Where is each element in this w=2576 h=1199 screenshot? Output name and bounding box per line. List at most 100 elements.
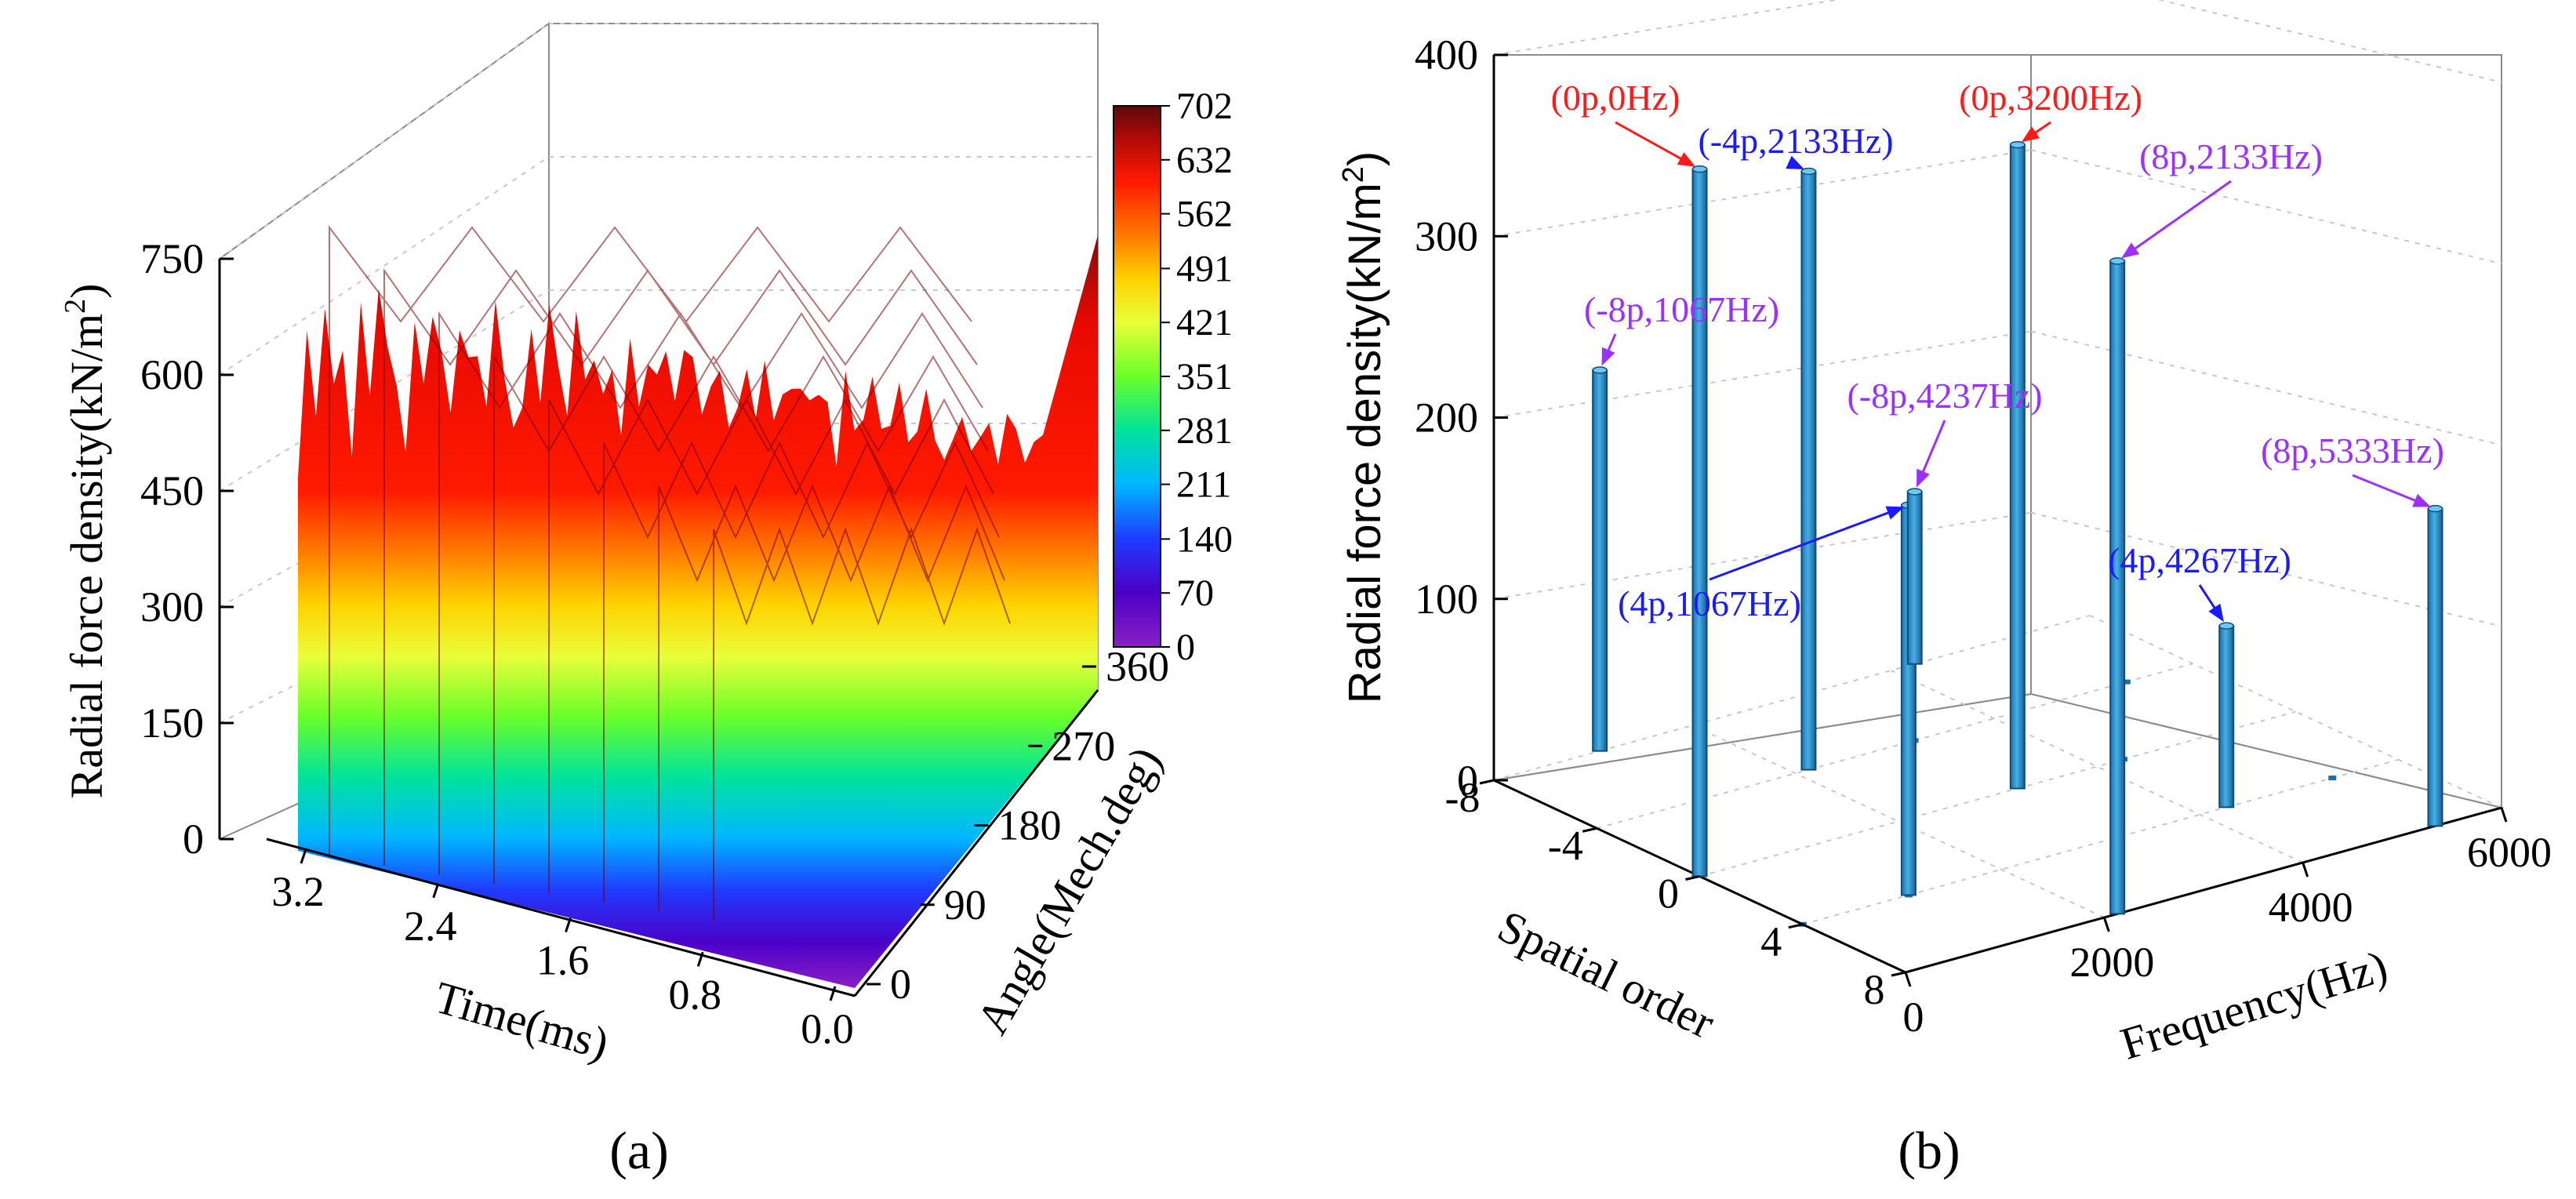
colorbar-tick-label: 281 <box>1176 410 1233 452</box>
bar-annotation-label: (-8p,4237Hz) <box>1847 376 2042 416</box>
time-tick-mark <box>829 986 837 1001</box>
bar-column <box>1906 491 1923 665</box>
colorbar-tick-label: 632 <box>1176 140 1233 181</box>
bar-cap <box>2427 504 2443 513</box>
colorbar-tick-label: 0 <box>1176 627 1195 668</box>
colorbar-tick-label: 211 <box>1176 464 1231 506</box>
bar-annotation-label: (0p,0Hz) <box>1551 78 1680 118</box>
colorbar-tick-label: 702 <box>1176 85 1233 127</box>
angle-tick-label: 360 <box>1106 643 1169 690</box>
annotation-arrow-head <box>2412 493 2431 507</box>
annotation-arrow-head <box>1601 347 1615 366</box>
gridline <box>2030 511 2502 627</box>
gridline <box>1493 511 2032 600</box>
spatial-order-tick-label: -4 <box>1548 822 1583 869</box>
panel-label-b: (b) <box>1898 1121 1960 1180</box>
colorbar-tick-label: 562 <box>1176 194 1233 235</box>
time-tick-label: 1.6 <box>536 937 590 984</box>
gridline <box>2030 149 2502 265</box>
z-tick-label: 200 <box>1415 394 1478 441</box>
bar-annotation-label: (-8p,1067Hz) <box>1584 289 1779 329</box>
spatial-order-tick-mark <box>1479 779 1495 785</box>
bar <box>1592 366 1608 752</box>
z-tick-label: 150 <box>140 699 204 747</box>
annotation-arrow-head <box>2121 242 2140 259</box>
angle-tick-labels: 0 90 180 270 360 <box>867 643 1169 1008</box>
spatial-order-tick-label: 0 <box>1658 870 1679 917</box>
bar <box>1691 165 1708 877</box>
angle-axis-line <box>853 689 1099 997</box>
bar-column <box>2109 260 2126 915</box>
frequency-tick-mark <box>2302 862 2309 877</box>
z-tick-label: 100 <box>1415 576 1478 623</box>
angle-tick-label: 0 <box>890 961 911 1008</box>
spatial-order-tick-label: -8 <box>1445 774 1481 821</box>
bar <box>2009 140 2026 790</box>
frequency-tick-label: 6000 <box>2467 829 2552 876</box>
bar-annotation-label: (-4p,2133Hz) <box>1698 121 1893 161</box>
bar <box>1906 488 1923 665</box>
bar-annotation-label: (0p,3200Hz) <box>1959 78 2142 118</box>
bar-chart-walls <box>1491 54 2505 974</box>
bar-chart-axes <box>1492 55 2502 974</box>
spatial-order-tick-label: 8 <box>1864 966 1885 1013</box>
floor-gridline <box>1691 725 2105 918</box>
colorbar-tick-label: 140 <box>1176 518 1233 560</box>
z-tick-label: 300 <box>140 583 204 630</box>
surface-ridge-lines <box>329 225 1011 922</box>
time-tick-label: 0.8 <box>669 971 722 1018</box>
bar <box>2109 257 2126 915</box>
colorbar-tick-label: 421 <box>1176 302 1233 343</box>
time-tick-label: 2.4 <box>404 903 457 950</box>
annotation-arrow-head <box>1677 152 1696 167</box>
bar-column <box>2009 144 2026 790</box>
time-axis-label: Time(ms) <box>429 972 614 1070</box>
z-tick-label: 0 <box>1457 757 1478 804</box>
annotation-arrow-line <box>1709 509 1895 581</box>
floor-marker <box>2328 776 2337 781</box>
frequency-tick-mark <box>2500 807 2508 823</box>
panel-label-a: (a) <box>609 1121 668 1180</box>
bar-chart-panel: (-8p,1067Hz) (0p,0Hz) (-4p,2133Hz) (4p,1067… <box>1337 0 2552 1180</box>
frequency-tick-mark <box>1904 972 1912 987</box>
gridline <box>1493 0 1841 56</box>
colorbar: 702 632 562 491 421 351 281 211 140 70 0 <box>1113 85 1233 668</box>
bar-annotation-label: (8p,5333Hz) <box>2261 431 2444 471</box>
colorbar-tick-label: 70 <box>1176 572 1214 614</box>
bar-column <box>1592 369 1608 752</box>
bar-annotation-label: (8p,2133Hz) <box>2139 136 2323 176</box>
z-tick-label: 400 <box>1415 31 1478 78</box>
frequency-tick-labels: 0 2000 4000 6000 <box>1903 807 2552 1041</box>
colorbar-tick-labels: 702 632 562 491 421 351 281 211 140 70 0 <box>1161 85 1233 668</box>
z-tick-label: 0 <box>183 816 204 863</box>
angle-tick-label: 90 <box>944 881 986 928</box>
bar-chart-gridlines <box>1493 0 2502 973</box>
annotation-arrow-head <box>2021 126 2040 143</box>
frequency-tick-label: 0 <box>1903 994 1924 1041</box>
annotation-arrow-line <box>1920 420 1946 478</box>
time-tick-label: 3.2 <box>271 868 325 915</box>
bar-annotations: (-8p,1067Hz) (0p,0Hz) (-4p,2133Hz) (4p,1067… <box>1551 78 2444 623</box>
gridline <box>1493 330 2032 419</box>
spatial-order-tick-label: 4 <box>1760 918 1782 965</box>
radial-force-surface <box>298 235 1098 988</box>
frequency-axis-line <box>1905 806 2502 974</box>
frequency-tick-label: 4000 <box>2269 884 2353 931</box>
gridline <box>2030 330 2502 446</box>
frequency-tick-label: 2000 <box>2069 939 2154 986</box>
floor-gridline <box>1699 710 2296 877</box>
bar <box>2427 504 2443 827</box>
annotation-arrow-head <box>1786 155 1804 169</box>
bar-column <box>1691 168 1708 877</box>
spatial-order-tick-mark <box>1582 827 1597 833</box>
bar-column <box>2218 625 2235 808</box>
bar-annotation-label: (4p,1067Hz) <box>1618 583 1801 623</box>
spatial-order-tick-labels: -8 -4 0 4 8 <box>1445 774 1906 1013</box>
gridline <box>2157 0 2502 83</box>
frequency-axis-label: Frequency(Hz) <box>2115 940 2393 1070</box>
bar-column <box>1800 170 1817 771</box>
time-tick-mark <box>300 848 307 864</box>
gridline <box>1493 149 2032 238</box>
spatial-order-axis-label: Spatial order <box>1490 900 1722 1048</box>
